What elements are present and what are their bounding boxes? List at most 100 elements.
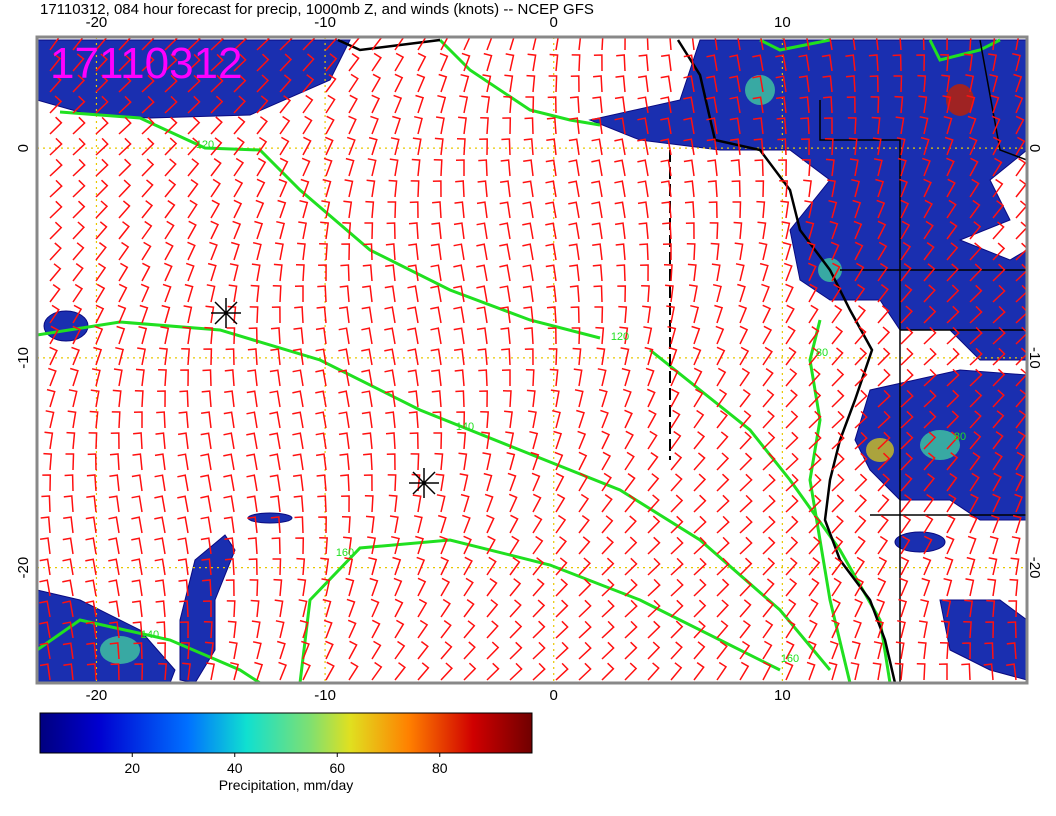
wind-barb (716, 557, 730, 576)
wind-barb (486, 620, 499, 639)
wind-barb (499, 180, 511, 198)
wind-barb (295, 264, 305, 282)
wind-barb (808, 577, 820, 597)
wind-barb (647, 515, 661, 534)
wind-barb (923, 305, 937, 324)
wind-barb (431, 369, 442, 387)
wind-barb (992, 221, 1005, 240)
wind-barb (591, 201, 603, 219)
wind-barb (739, 367, 751, 387)
wind-barb (527, 410, 537, 429)
wind-barb (918, 620, 928, 639)
wind-barb (684, 201, 695, 219)
wind-barb (256, 95, 269, 114)
wind-barb (1013, 73, 1023, 93)
wind-barb (591, 117, 603, 135)
wind-barb (273, 263, 283, 282)
wind-barb (499, 306, 511, 324)
wind-barb (118, 137, 132, 156)
wind-barb (187, 199, 198, 219)
wind-barb (228, 284, 238, 303)
wind-barb (808, 304, 819, 324)
wind-barb (524, 117, 534, 135)
wind-barb (940, 53, 950, 72)
wind-barb (992, 157, 1003, 177)
wind-barb (182, 662, 191, 681)
wind-barb (923, 452, 936, 471)
wind-barb (365, 200, 375, 219)
wind-barb (530, 451, 540, 471)
wind-barb (440, 577, 451, 597)
wind-barb (775, 54, 787, 72)
wind-barb (72, 262, 84, 282)
wind-barb (853, 619, 862, 639)
wind-barb (384, 327, 396, 345)
wind-barb (877, 347, 891, 366)
wind-barb (555, 557, 568, 576)
wind-barb (946, 199, 957, 219)
wind-barb (315, 411, 327, 429)
wind-barb (279, 157, 289, 177)
wind-barb (270, 348, 281, 366)
wind-barb (900, 431, 914, 450)
wind-barb (578, 536, 591, 555)
wind-barb (63, 495, 74, 513)
wind-barb (339, 285, 350, 303)
wind-barb (877, 305, 890, 324)
wind-barb (963, 620, 972, 639)
wind-barb (595, 326, 605, 345)
wind-barb (853, 220, 863, 240)
wind-barb (251, 620, 261, 639)
wind-barb (508, 493, 518, 513)
wind-barb (273, 578, 283, 597)
wind-barb (693, 620, 706, 639)
wind-barb (407, 306, 419, 324)
wind-barb (118, 116, 132, 135)
wind-barb (210, 95, 224, 114)
wind-barb (459, 95, 469, 114)
wind-barb (532, 641, 546, 660)
wind-barb (72, 325, 82, 345)
wind-barb (946, 326, 960, 345)
wind-barb (504, 410, 513, 429)
wind-barb (900, 473, 913, 492)
wind-barb (923, 493, 935, 513)
wind-barb (847, 117, 857, 135)
wind-barb (547, 96, 557, 114)
wind-barb (204, 326, 214, 345)
wind-barb (753, 138, 764, 156)
wind-barb (385, 264, 396, 282)
wind-barb (158, 662, 168, 681)
wind-barb (601, 620, 615, 639)
wind-barb (683, 75, 695, 93)
y-tick-label: 0 (15, 144, 32, 152)
wind-barb (361, 390, 373, 408)
wind-barb (433, 432, 443, 450)
wind-barb (547, 327, 557, 345)
wind-barb (831, 619, 840, 639)
map-frame (35, 35, 1029, 685)
wind-barb (187, 158, 200, 177)
wind-barb (799, 96, 810, 114)
wind-barb (180, 621, 189, 639)
wind-barb (989, 73, 999, 93)
wind-barb (569, 96, 580, 114)
y-tick-label: -10 (1026, 347, 1043, 369)
wind-barb (992, 242, 1006, 261)
wind-barb (371, 661, 383, 681)
wind-barb (95, 53, 108, 72)
wind-barb (808, 389, 822, 408)
wind-barb (1011, 536, 1021, 555)
wind-barb (210, 116, 223, 135)
wind-barb (338, 432, 350, 450)
wind-barb (49, 283, 61, 303)
wind-barb (302, 74, 315, 93)
wind-barb (39, 621, 51, 639)
wind-barb (315, 453, 327, 471)
wind-barb (969, 326, 983, 345)
wind-barb (323, 619, 333, 639)
wind-barb (708, 201, 718, 219)
wind-barb (683, 96, 695, 114)
wind-barb (342, 221, 352, 240)
contour-label: 120 (196, 139, 214, 151)
